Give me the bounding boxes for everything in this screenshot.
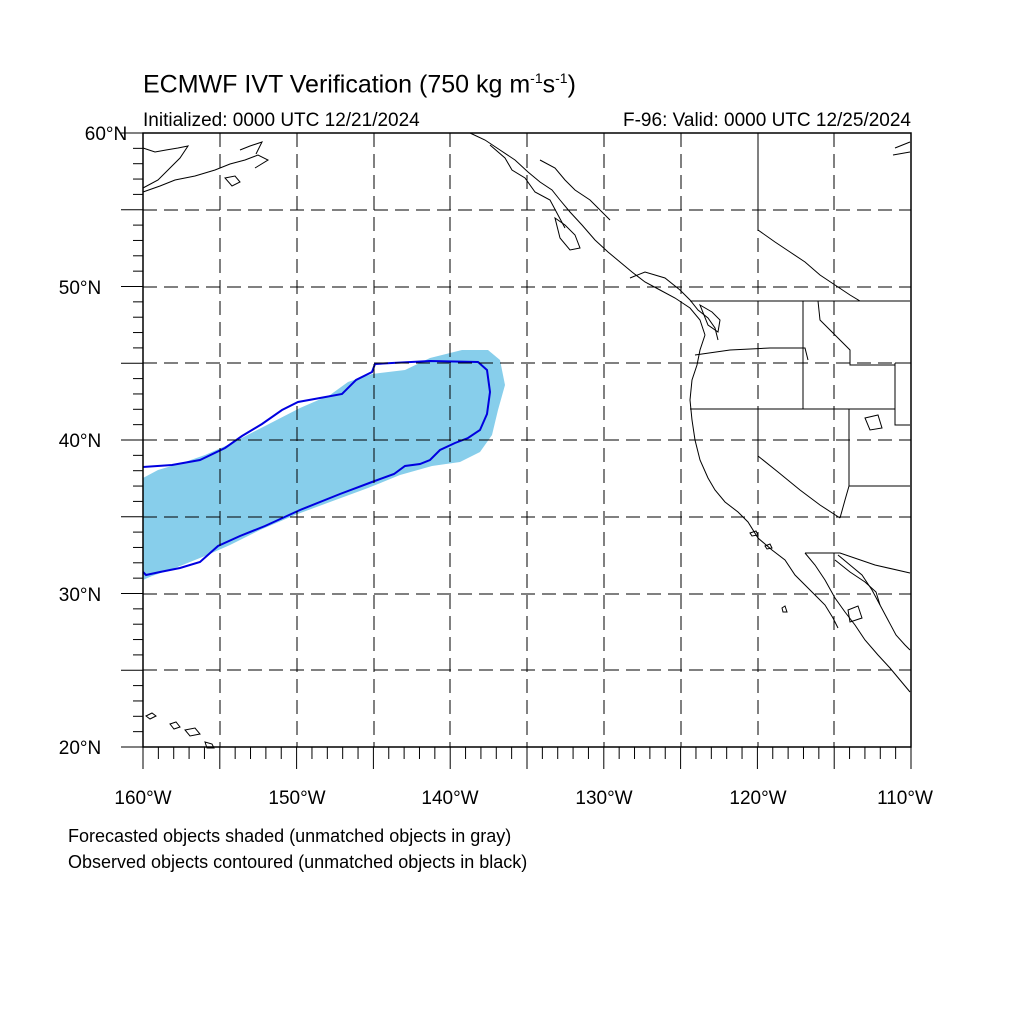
lon-label-120w: 120°W bbox=[729, 788, 786, 809]
initialized-time: Initialized: 0000 UTC 12/21/2024 bbox=[143, 110, 420, 131]
map-title: ECMWF IVT Verification (750 kg m-1s-1) bbox=[143, 70, 576, 99]
lon-label-160w: 160°W bbox=[114, 788, 171, 809]
lat-label-60: 60°N bbox=[85, 124, 127, 145]
lon-label-140w: 140°W bbox=[421, 788, 478, 809]
lon-label-130w: 130°W bbox=[575, 788, 632, 809]
lat-label-40: 40°N bbox=[59, 431, 101, 452]
valid-time: F-96: Valid: 0000 UTC 12/25/2024 bbox=[623, 110, 911, 131]
lon-label-150w: 150°W bbox=[268, 788, 325, 809]
observed-ivt-contour bbox=[142, 359, 492, 577]
caption-observed: Observed objects contoured (unmatched ob… bbox=[68, 852, 528, 872]
forecast-ivt-object bbox=[143, 350, 505, 580]
caption-forecast: Forecasted objects shaded (unmatched obj… bbox=[68, 826, 512, 846]
lat-label-50: 50°N bbox=[59, 278, 101, 299]
lat-label-20: 20°N bbox=[59, 738, 101, 759]
axis-ticks bbox=[121, 132, 912, 769]
lat-label-30: 30°N bbox=[59, 585, 101, 606]
coastlines bbox=[142, 132, 911, 749]
lat-lon-grid bbox=[143, 133, 911, 747]
political-boundaries bbox=[690, 133, 911, 574]
lon-label-110w: 110°W bbox=[877, 788, 933, 809]
